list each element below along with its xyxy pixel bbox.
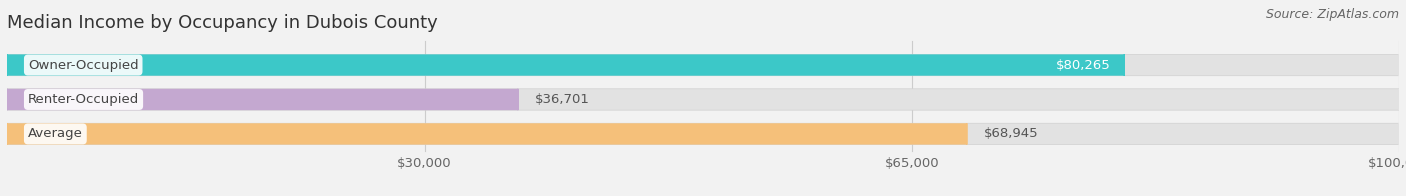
Text: Average: Average	[28, 127, 83, 140]
Text: $80,265: $80,265	[1056, 59, 1111, 72]
Text: Median Income by Occupancy in Dubois County: Median Income by Occupancy in Dubois Cou…	[7, 14, 437, 32]
FancyBboxPatch shape	[7, 54, 1125, 76]
FancyBboxPatch shape	[7, 89, 517, 110]
Text: $68,945: $68,945	[983, 127, 1038, 140]
FancyBboxPatch shape	[7, 123, 967, 145]
Text: Source: ZipAtlas.com: Source: ZipAtlas.com	[1265, 8, 1399, 21]
Text: $36,701: $36,701	[534, 93, 589, 106]
Text: Renter-Occupied: Renter-Occupied	[28, 93, 139, 106]
FancyBboxPatch shape	[7, 123, 1399, 145]
FancyBboxPatch shape	[7, 89, 1399, 110]
Text: Owner-Occupied: Owner-Occupied	[28, 59, 139, 72]
FancyBboxPatch shape	[7, 54, 1399, 76]
